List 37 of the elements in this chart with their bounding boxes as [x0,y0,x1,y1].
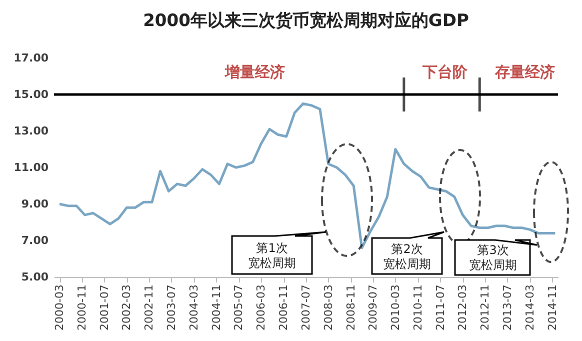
x-tick-label: 2000-11 [76,284,89,330]
x-tick-label: 2011-07 [434,284,447,330]
x-tick-label: 2010-11 [411,284,424,330]
x-tick-label: 2007-07 [299,284,312,330]
x-tick-label: 2012-11 [478,284,492,330]
x-tick-label: 2013-07 [501,284,514,330]
annotation: 第1次宽松周期 [248,241,296,270]
x-tick-label: 2006-11 [277,284,290,330]
annotation: 增量经济 [224,63,285,81]
x-tick-label: 2012-03 [456,284,470,330]
y-tick-label: 17.00 [14,52,49,64]
x-tick-label: 2001-07 [98,284,111,330]
chart-title: 2000年以来三次货币宽松周期对应的GDP [143,11,469,31]
y-tick-label: 13.00 [14,124,49,138]
y-tick-label: 11.00 [14,161,49,174]
x-tick-label: 2000-03 [53,284,66,330]
annotation: 下台阶 [422,63,468,81]
annotation: 第2次宽松周期 [383,242,431,271]
x-tick-label: 2002-11 [142,284,156,330]
x-tick-label: 2004-03 [187,284,200,330]
y-tick-label: 15.00 [14,88,49,101]
x-tick-label: 2014-11 [546,284,559,330]
y-tick-label: 9.00 [21,198,49,210]
x-tick-label: 2002-03 [120,284,134,330]
x-tick-label: 2005-07 [232,284,246,330]
annotation: 存量经济 [494,63,555,81]
x-tick-label: 2009-07 [366,284,380,330]
x-tick-label: 2008-03 [322,284,335,330]
y-tick-label: 7.00 [21,234,49,247]
x-tick-label: 2003-07 [164,284,178,330]
y-tick-label: 5.00 [21,270,49,284]
x-tick-label: 2010-03 [388,284,402,330]
x-tick-label: 2014-03 [523,284,536,330]
x-tick-label: 2008-11 [344,284,358,330]
annotation: 第3次宽松周期 [469,243,517,272]
x-tick-label: 2004-11 [210,284,223,330]
x-tick-label: 2006-03 [254,284,268,330]
